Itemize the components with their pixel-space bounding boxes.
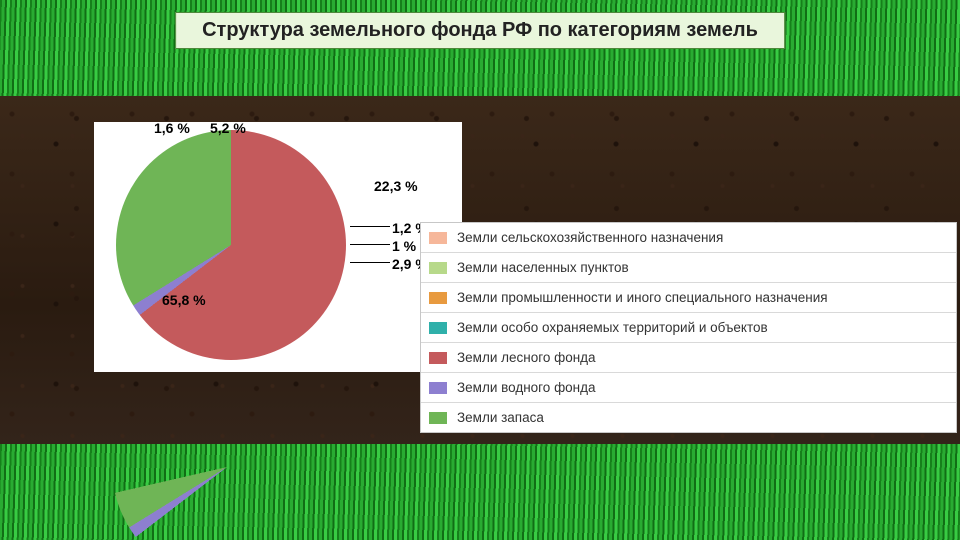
pct-label-reserve: 5,2 %: [210, 120, 246, 136]
legend-label: Земли запаса: [457, 410, 544, 425]
legend-swatch: [429, 262, 447, 274]
legend-row-industry: Земли промышленности и иного специальног…: [421, 283, 956, 313]
legend-swatch: [429, 322, 447, 334]
legend-row-protected: Земли особо охраняемых территорий и объе…: [421, 313, 956, 343]
legend-label: Земли водного фонда: [457, 380, 596, 395]
pie-chart-card: 22,3 % 1,2 % 1 % 2,9 % 65,8 % 1,6 % 5,2 …: [94, 122, 462, 372]
legend-swatch: [429, 232, 447, 244]
page-title: Структура земельного фонда РФ по категор…: [175, 12, 785, 49]
pie-chart: [116, 130, 346, 360]
legend-label: Земли населенных пунктов: [457, 260, 629, 275]
legend: Земли сельскохозяйственного назначения Зе…: [420, 222, 957, 433]
legend-swatch: [429, 382, 447, 394]
legend-swatch: [429, 412, 447, 424]
pct-label-agri: 22,3 %: [374, 178, 418, 194]
legend-label: Земли сельскохозяйственного назначения: [457, 230, 723, 245]
legend-row-reserve: Земли запаса: [421, 403, 956, 432]
pie-wrap: [116, 130, 346, 360]
stage: Структура земельного фонда РФ по категор…: [0, 0, 960, 540]
legend-row-settlements: Земли населенных пунктов: [421, 253, 956, 283]
pct-label-industry: 1 %: [392, 238, 416, 254]
legend-swatch: [429, 292, 447, 304]
leader-line: [350, 262, 390, 263]
legend-swatch: [429, 352, 447, 364]
legend-label: Земли особо охраняемых территорий и объе…: [457, 320, 768, 335]
legend-row-water: Земли водного фонда: [421, 373, 956, 403]
legend-label: Земли промышленности и иного специальног…: [457, 290, 828, 305]
pct-label-forest: 65,8 %: [162, 292, 206, 308]
pct-label-water: 1,6 %: [154, 120, 190, 136]
leader-line: [350, 226, 390, 227]
legend-row-agri: Земли сельскохозяйственного назначения: [421, 223, 956, 253]
legend-row-forest: Земли лесного фонда: [421, 343, 956, 373]
leader-line: [350, 244, 390, 245]
legend-label: Земли лесного фонда: [457, 350, 596, 365]
